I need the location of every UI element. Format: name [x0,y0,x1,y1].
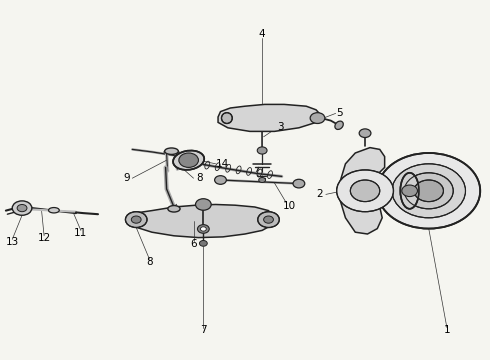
Text: 11: 11 [74,228,88,238]
Circle shape [258,212,279,228]
Text: 12: 12 [37,233,51,243]
Ellipse shape [221,113,232,123]
Circle shape [337,170,393,212]
Text: 13: 13 [5,237,19,247]
Text: 2: 2 [316,189,323,199]
Text: 4: 4 [259,29,266,39]
Ellipse shape [168,206,180,212]
Circle shape [392,164,465,218]
Circle shape [12,201,32,215]
Circle shape [257,147,267,154]
Text: 3: 3 [277,122,284,132]
Circle shape [350,180,380,202]
Circle shape [264,216,273,223]
Circle shape [131,216,141,223]
Ellipse shape [165,148,178,154]
Text: 8: 8 [146,257,153,267]
Circle shape [196,199,211,210]
Text: 14: 14 [215,159,229,169]
Circle shape [17,204,27,212]
Circle shape [199,240,207,246]
Circle shape [215,176,226,184]
Circle shape [197,225,209,233]
Text: 5: 5 [336,108,343,118]
Circle shape [293,179,305,188]
Circle shape [200,227,206,231]
Text: 10: 10 [283,201,295,211]
Circle shape [125,212,147,228]
Circle shape [179,153,198,167]
Polygon shape [341,148,385,234]
Ellipse shape [49,207,59,213]
Circle shape [402,185,417,197]
Polygon shape [218,104,321,131]
Circle shape [310,113,325,123]
Circle shape [359,129,371,138]
Text: 1: 1 [443,325,450,335]
Circle shape [377,153,480,229]
Ellipse shape [335,121,343,130]
Circle shape [259,177,266,183]
Ellipse shape [173,150,204,170]
Circle shape [414,180,443,202]
Ellipse shape [400,173,419,209]
Text: 7: 7 [200,325,207,336]
Text: 6: 6 [190,239,197,249]
Text: 9: 9 [123,173,130,183]
Circle shape [404,173,453,209]
Polygon shape [127,204,274,238]
Text: 8: 8 [196,173,203,183]
